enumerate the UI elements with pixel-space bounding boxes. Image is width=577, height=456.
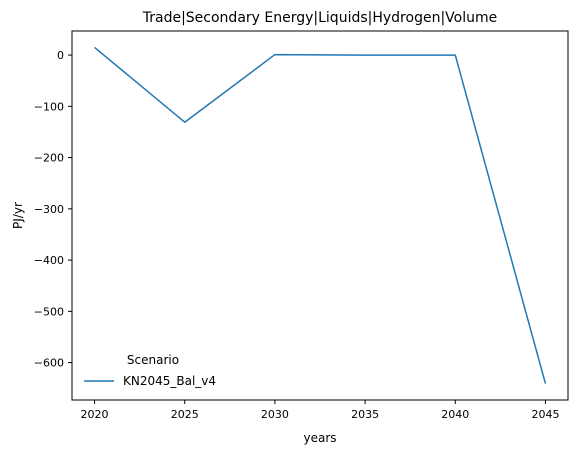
y-axis-label: PJ/yr — [11, 202, 25, 229]
x-tick-label: 2020 — [81, 408, 109, 421]
x-tick-label: 2040 — [441, 408, 469, 421]
x-axis-label: years — [303, 431, 336, 445]
series-layer — [94, 46, 547, 384]
plot-area — [71, 30, 569, 401]
axes-frame — [71, 30, 569, 401]
x-tick-label: 2025 — [171, 408, 199, 421]
x-tick-label: 2045 — [531, 408, 559, 421]
y-tick-label: −300 — [34, 203, 64, 216]
y-tick-label: −500 — [34, 305, 64, 318]
y-tick-label: −400 — [34, 254, 64, 267]
legend: Scenario KN2045_Bal_v4 — [84, 353, 216, 388]
legend-label: KN2045_Bal_v4 — [123, 374, 216, 388]
x-tick-label: 2030 — [261, 408, 289, 421]
y-tick-label: −200 — [34, 152, 64, 165]
series-line-0 — [94, 46, 547, 384]
legend-title: Scenario — [127, 353, 179, 367]
x-axis: 2020 2025 2030 2035 2040 2045 — [81, 400, 559, 421]
y-tick-label: 0 — [57, 49, 64, 62]
y-tick-label: −600 — [34, 357, 64, 370]
y-axis: 0 −100 −200 −300 −400 −500 −600 — [34, 49, 72, 370]
x-tick-label: 2035 — [351, 408, 379, 421]
y-tick-label: −100 — [34, 100, 64, 113]
chart-title: Trade|Secondary Energy|Liquids|Hydrogen|… — [142, 10, 497, 26]
